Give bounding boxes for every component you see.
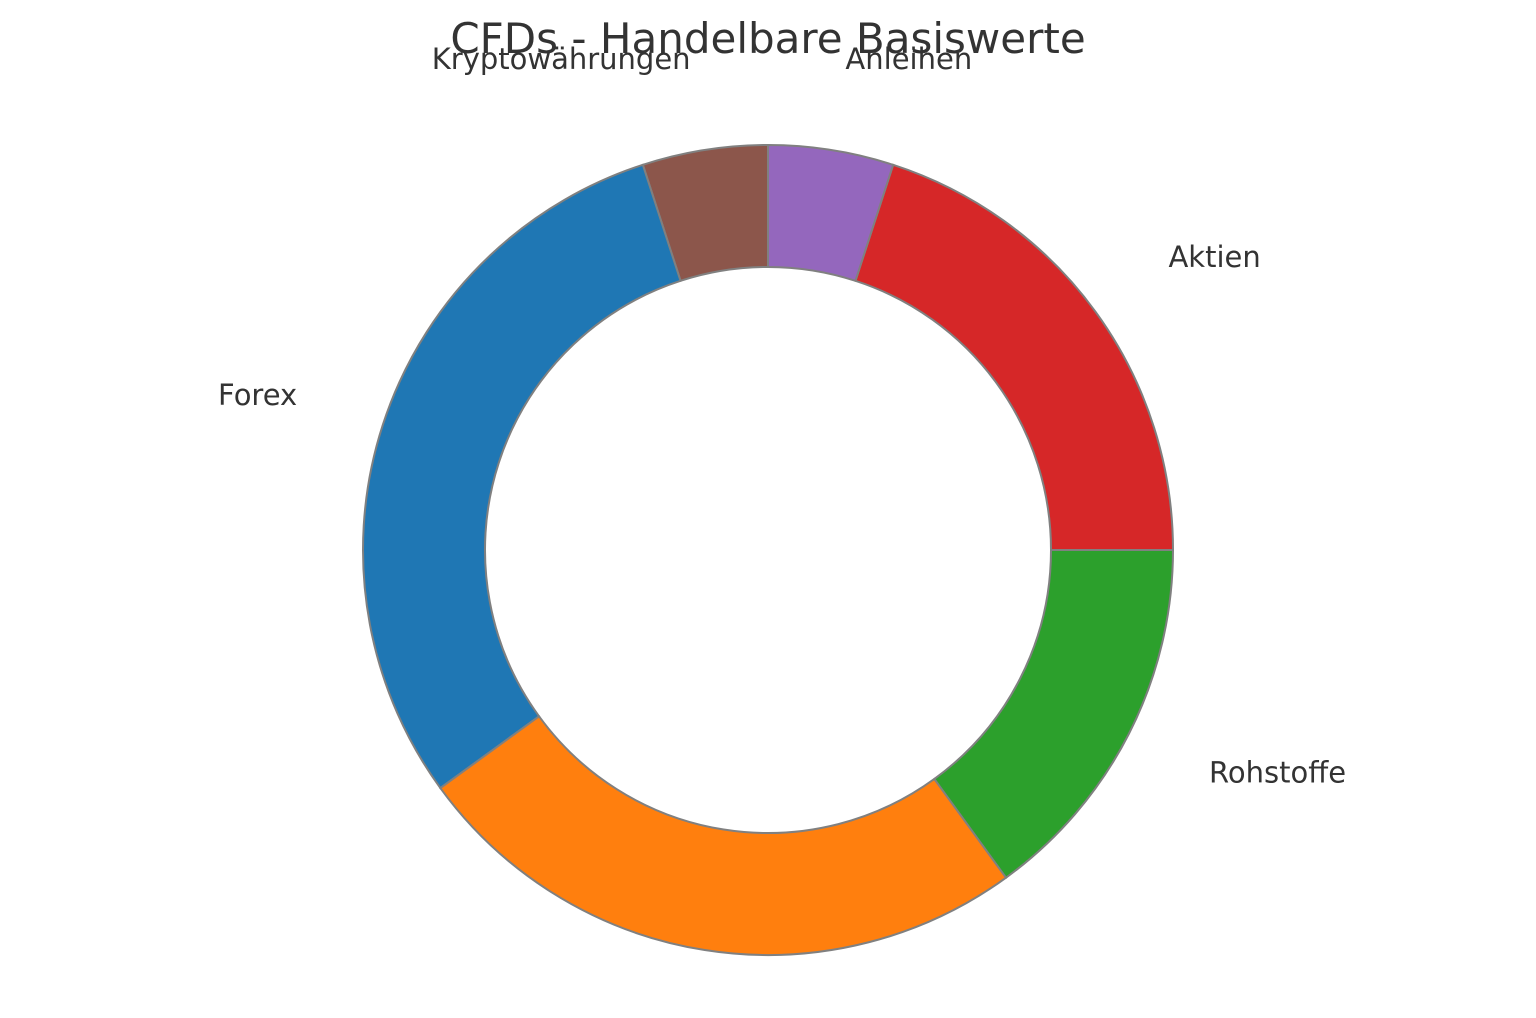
slice-labels: KryptowährungenForexIndizesRohstoffeAkti… — [218, 42, 1346, 790]
slice-indizes — [438, 714, 1008, 956]
slice-rohstoffe — [932, 549, 1175, 880]
slice-aktien — [854, 163, 1175, 551]
label-forex: Forex — [218, 378, 297, 412]
label-anleihen: Anleihen — [845, 42, 972, 76]
label-rohstoffe: Rohstoffe — [1209, 756, 1346, 790]
donut-slices — [362, 143, 1175, 956]
label-kryptowahrungen: Kryptowährungen — [432, 42, 691, 76]
slice-anleihen — [767, 143, 895, 283]
slice-forex — [362, 163, 682, 790]
chart-title: CFDs - Handelbare Basiswerte — [450, 14, 1085, 63]
label-aktien: Aktien — [1168, 240, 1260, 274]
